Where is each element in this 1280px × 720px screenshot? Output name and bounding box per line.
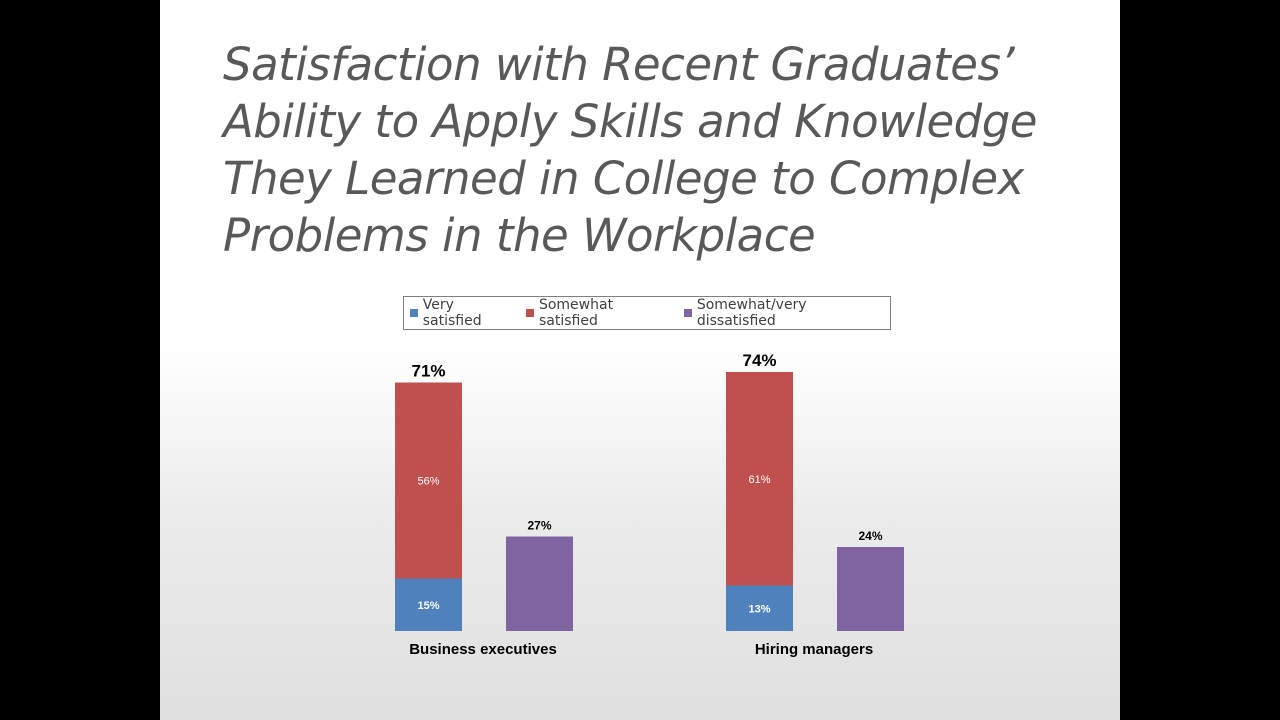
legend-item-very-satisfied: Very satisfied [410,297,514,329]
data-label-very-satisfied: 13% [748,603,770,615]
data-label-dissatisfied: 24% [858,529,882,543]
legend-label: Somewhat satisfied [538,297,614,329]
legend-item-dissatisfied: Somewhat/very dissatisfied [684,297,884,329]
bar-dissatisfied [506,536,573,631]
data-label-somewhat-satisfied: 56% [417,476,439,488]
legend-swatch [410,309,418,317]
data-label-satisfied-total: 74% [742,351,776,370]
slide: Satisfaction with Recent Graduates’ Abil… [160,0,1120,720]
chart-legend: Very satisfied Somewhat satisfied Somewh… [403,296,891,330]
legend-item-somewhat-satisfied: Somewhat satisfied [526,297,672,329]
category-label: Hiring managers [755,641,873,658]
legend-label: Somewhat/very dissatisfied [696,297,807,329]
bar-somewhat-satisfied [726,372,793,586]
bar-dissatisfied [837,547,904,631]
data-label-dissatisfied: 27% [527,519,551,533]
bar-very-satisfied [726,585,793,631]
legend-swatch [684,309,692,317]
data-label-somewhat-satisfied: 61% [748,474,770,486]
title-line: They Learned in College to Complex [223,152,1024,205]
data-label-very-satisfied: 15% [417,600,439,612]
legend-swatch [526,309,534,317]
slide-title: Satisfaction with Recent Graduates’ Abil… [223,36,1093,264]
title-line: Problems in the Workplace [223,209,816,262]
legend-label: Very satisfied [422,297,482,329]
title-line: Ability to Apply Skills and Knowledge [223,95,1037,148]
bar-very-satisfied [395,578,462,631]
title-line: Satisfaction with Recent Graduates’ [223,38,1015,91]
category-label: Business executives [409,641,557,658]
bar-chart: 15% 56% 71% 27% Business executives 13% 61% 74%… [395,351,904,658]
bar-somewhat-satisfied [395,382,462,579]
data-label-satisfied-total: 71% [411,362,445,381]
